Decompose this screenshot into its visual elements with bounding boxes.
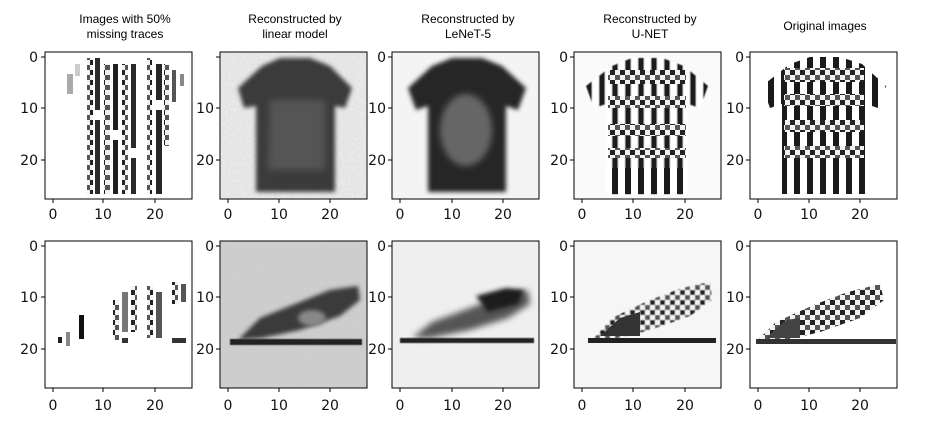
ytick-r2p4-20: 20 [550,342,568,358]
ytick-r2p1-20: 20 [20,342,38,358]
xtick-r2p2-0: 0 [224,398,233,414]
xtick-r2p1-10: 10 [94,398,112,414]
xtick-r2p1-20: 20 [146,398,164,414]
ytick-r1p5-10: 10 [726,101,744,117]
ytick-r2p2-10: 10 [196,290,214,306]
xtick-r2p1-0: 0 [49,398,58,414]
ytick-r2p1-10: 10 [20,290,38,306]
panel-shirt-original [746,51,898,203]
xtick-r1p4-20: 20 [676,207,694,223]
xtick-r2p5-0: 0 [754,398,763,414]
xtick-r2p4-10: 10 [624,398,642,414]
ytick-r2p5-0: 0 [735,239,744,255]
ytick-r2p2-20: 20 [196,342,214,358]
tick-labels: 0 10 20 10 20 0 10 20 0 10 20 0 10 20 0 … [20,50,869,414]
ytick-r2p1-0: 0 [29,239,38,255]
ytick-r2p5-20: 20 [726,342,744,358]
xtick-r1p4-0: 0 [578,207,587,223]
ytick-r2p2-0: 0 [205,239,214,255]
panel-sandal-missing [41,240,193,392]
ytick-r1p4-10: 10 [550,101,568,117]
ytick-r2p4-10: 10 [550,290,568,306]
panel-shirt-lenet [388,51,540,203]
xtick-r2p4-0: 0 [578,398,587,414]
xtick-r1p5-0: 0 [754,207,763,223]
panel-shirt-missing [41,51,193,203]
ytick-r1p3-10: 10 [368,101,386,117]
xtick-r1p3-0: 0 [396,207,405,223]
xtick-r1p5-20: 20 [851,207,869,223]
ytick-r2p3-10: 10 [368,290,386,306]
panel-shirt-unet [570,51,722,203]
xtick-r2p2-20: 20 [321,398,339,414]
xtick-r1p1-20: 20 [146,207,164,223]
ytick-r1p3-0: 0 [377,50,386,66]
panel-sandal-lenet [388,240,540,392]
panel-title-lenet: Reconstructed by LeNeT-5 [421,12,515,41]
xtick-r2p5-20: 20 [851,398,869,414]
xtick-r1p1-0: 0 [49,207,58,223]
panel-title-original: Original images [783,19,867,33]
panel-sandal-unet [570,240,722,392]
ytick-r1p4-20: 20 [550,153,568,169]
ytick-r1p5-0: 0 [735,50,744,66]
ytick-r1p1-10: 10 [20,101,38,117]
panel-sandal-original [746,240,898,392]
ytick-r2p3-0: 0 [377,239,386,255]
xtick-r2p2-10: 10 [270,398,288,414]
panel-sandal-linear [216,240,368,392]
xtick-r1p5-10: 10 [800,207,818,223]
ytick-r1p2-10: 10 [196,101,214,117]
xtick-r1p3-20: 20 [494,207,512,223]
xtick-r2p4-20: 20 [676,398,694,414]
ytick-r1p1-0: 0 [29,50,38,66]
ytick-r2p5-10: 10 [726,290,744,306]
xtick-r1p4-10: 10 [624,207,642,223]
ytick-r1p4-0: 0 [559,50,568,66]
panel-shirt-linear [216,51,368,203]
xtick-r1p1-10: 10 [94,207,112,223]
xtick-r2p3-0: 0 [396,398,405,414]
ytick-r1p1-20: 20 [20,153,38,169]
panel-title-missing: Images with 50% missing traces [79,12,171,41]
xtick-r1p2-10: 10 [270,207,288,223]
xtick-r2p5-10: 10 [800,398,818,414]
ytick-r1p2-20: 20 [196,153,214,169]
ytick-r2p4-0: 0 [559,239,568,255]
panel-title-unet: Reconstructed by U-NET [603,12,697,41]
ytick-r2p3-20: 20 [368,342,386,358]
ytick-r1p3-20: 20 [368,153,386,169]
xtick-r2p3-20: 20 [494,398,512,414]
ytick-r1p5-20: 20 [726,153,744,169]
xtick-r2p3-10: 10 [443,398,461,414]
xtick-r1p2-20: 20 [321,207,339,223]
xtick-r1p2-0: 0 [224,207,233,223]
xtick-r1p3-10: 10 [443,207,461,223]
panel-title-linear: Reconstructed by linear model [248,12,342,41]
